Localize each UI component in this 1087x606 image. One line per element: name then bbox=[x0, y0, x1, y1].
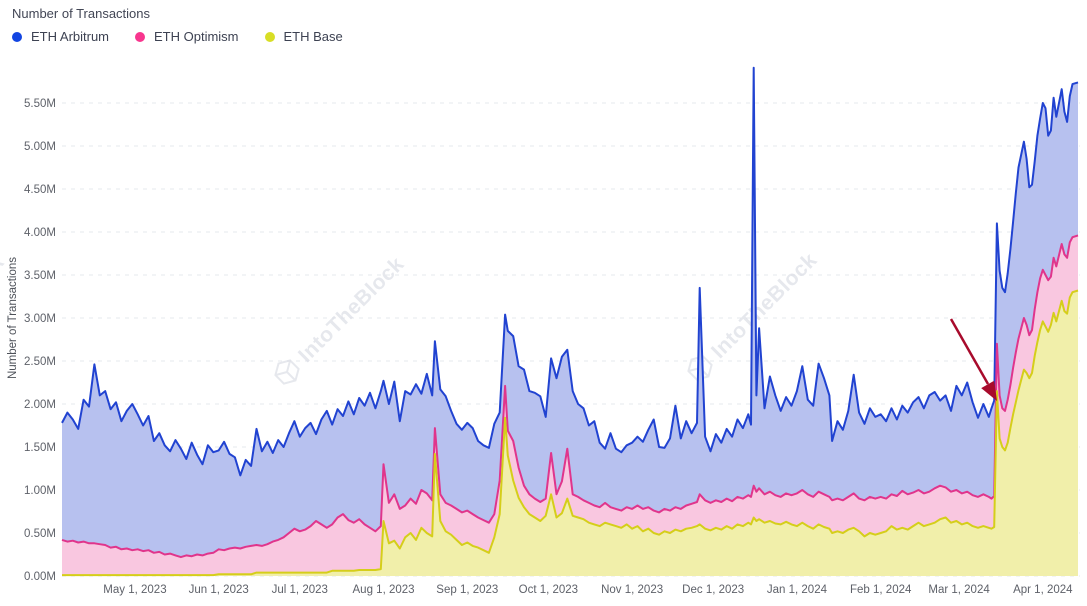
y-tick-label: 0.50M bbox=[24, 528, 56, 540]
area-eth-base bbox=[62, 290, 1078, 576]
area-eth-arbitrum bbox=[62, 67, 1078, 576]
legend-dot-base-icon bbox=[264, 31, 275, 42]
x-tick-label: Jun 1, 2023 bbox=[189, 584, 249, 596]
y-tick-label: 5.50M bbox=[24, 98, 56, 110]
x-tick-label: Aug 1, 2023 bbox=[353, 584, 415, 596]
x-tick-label: Dec 1, 2023 bbox=[682, 584, 744, 596]
x-tick-label: Oct 1, 2023 bbox=[519, 584, 578, 596]
red-arrow-shaft bbox=[949, 318, 990, 385]
red-arrow-head-icon bbox=[981, 380, 997, 401]
line-eth-arbitrum bbox=[61, 66, 1079, 477]
x-tick-label: Jan 1, 2024 bbox=[767, 584, 828, 596]
y-tick-label: 4.50M bbox=[24, 184, 56, 196]
y-tick-label: 5.00M bbox=[24, 141, 56, 153]
x-tick-label: Nov 1, 2023 bbox=[601, 584, 663, 596]
chart-legend: ETH Arbitrum ETH Optimism ETH Base bbox=[12, 29, 369, 44]
chart-title: Number of Transactions bbox=[12, 6, 151, 21]
legend-item-eth-arbitrum[interactable]: ETH Arbitrum bbox=[12, 29, 109, 44]
legend-item-eth-optimism[interactable]: ETH Optimism bbox=[135, 29, 239, 44]
y-tick-label: 1.00M bbox=[24, 485, 56, 497]
legend-label-optimism: ETH Optimism bbox=[154, 29, 239, 44]
x-tick-label: Apr 1, 2024 bbox=[1013, 584, 1073, 596]
line-eth-base bbox=[62, 289, 1079, 577]
y-tick-label: 3.50M bbox=[24, 270, 56, 282]
legend-label-arbitrum: ETH Arbitrum bbox=[31, 29, 110, 44]
x-tick-label: Sep 1, 2023 bbox=[436, 584, 498, 596]
legend-dot-optimism-icon bbox=[135, 31, 146, 42]
legend-label-base: ETH Base bbox=[283, 29, 343, 44]
x-tick-label: May 1, 2023 bbox=[103, 584, 166, 596]
x-tick-label: Jul 1, 2023 bbox=[272, 584, 328, 596]
y-tick-label: 4.00M bbox=[24, 227, 56, 239]
y-axis-title: Number of Transactions bbox=[7, 257, 19, 379]
y-tick-label: 2.50M bbox=[24, 356, 56, 368]
legend-item-eth-base[interactable]: ETH Base bbox=[264, 29, 343, 44]
legend-dot-arbitrum-icon bbox=[12, 31, 22, 42]
y-tick-label: 0.00M bbox=[24, 571, 56, 583]
y-tick-label: 2.00M bbox=[24, 399, 56, 411]
y-tick-label: 3.00M bbox=[24, 313, 56, 325]
x-tick-label: Mar 1, 2024 bbox=[928, 584, 990, 596]
watermark-logo-icon bbox=[274, 359, 300, 385]
y-tick-label: 1.50M bbox=[24, 442, 56, 454]
line-eth-optimism bbox=[61, 234, 1079, 559]
plot-area[interactable] bbox=[62, 58, 1080, 576]
x-tick-label: Feb 1, 2024 bbox=[850, 584, 912, 596]
